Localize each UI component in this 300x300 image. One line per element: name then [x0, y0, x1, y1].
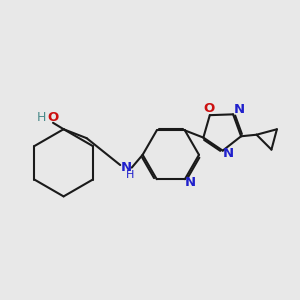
- Text: N: N: [120, 161, 132, 174]
- Text: N: N: [234, 103, 245, 116]
- Text: O: O: [203, 102, 214, 115]
- Text: H: H: [126, 169, 134, 180]
- Text: O: O: [47, 112, 59, 124]
- Text: N: N: [185, 176, 196, 189]
- Text: N: N: [223, 147, 234, 160]
- Text: H: H: [37, 111, 46, 124]
